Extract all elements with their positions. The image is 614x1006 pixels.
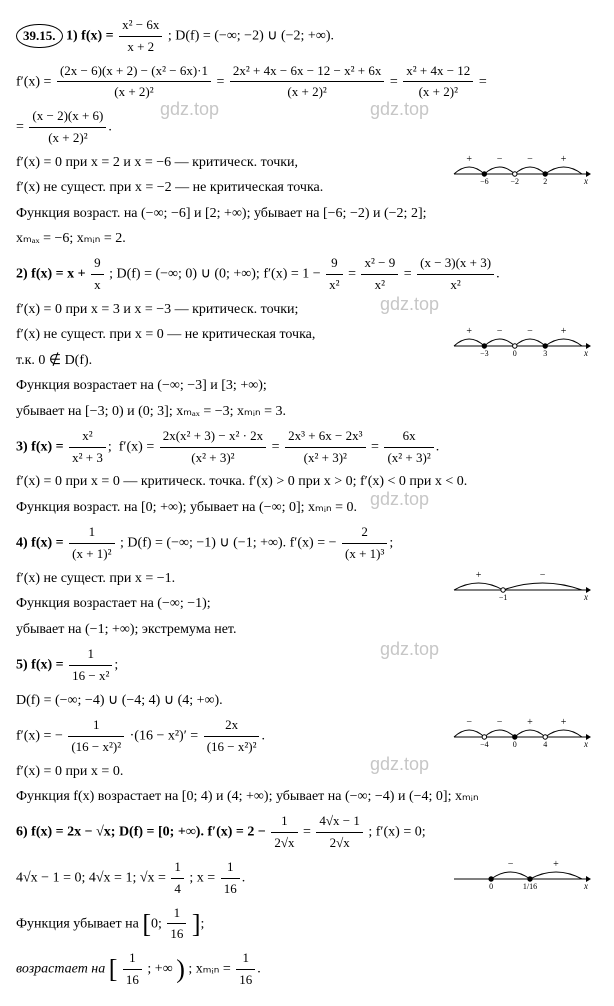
svg-text:+: + bbox=[553, 859, 559, 870]
svg-text:−: − bbox=[540, 570, 546, 581]
p3-crit: f′(x) = 0 при x = 0 — критическ. точка. … bbox=[16, 471, 598, 493]
p1-crit1: f′(x) = 0 при x = 2 и x = −6 — критическ… bbox=[16, 152, 598, 174]
p5-deriv: f′(x) = − 1(16 − x²)² ·(16 − x²)′ = 2x(1… bbox=[16, 715, 598, 758]
svg-text:−: − bbox=[466, 717, 472, 728]
svg-text:−: − bbox=[527, 154, 533, 165]
p2-line1: 2) f(x) = x + 9x ; D(f) = (−∞; 0) ∪ (0; … bbox=[16, 253, 598, 296]
p1-header-line: 39.15. 1) f(x) = x² − 6xx + 2 ; D(f) = (… bbox=[16, 15, 598, 58]
p2-crit1: f′(x) = 0 при x = 3 и x = −3 — критическ… bbox=[16, 299, 598, 321]
problem-number: 39.15. bbox=[16, 24, 63, 49]
p1-label: 1) f(x) = bbox=[66, 29, 114, 44]
p1-mono: Функция возраст. на (−∞; −6] и [2; +∞); … bbox=[16, 203, 598, 225]
p2-mono: Функция возрастает на (−∞; −3] и [3; +∞)… bbox=[16, 375, 598, 397]
svg-text:−: − bbox=[527, 326, 533, 337]
p6-mono1: Функция убывает на [0; 116 ]; bbox=[16, 903, 598, 946]
svg-text:−: − bbox=[497, 154, 503, 165]
p2-note: т.к. 0 ∉ D(f). bbox=[16, 350, 598, 372]
p6-mono2: возрастает на [ 116 ; +∞ ) ; xₘᵢₙ = 116. bbox=[16, 948, 598, 991]
p4-mono2: убывает на (−1; +∞); экстремума нет. bbox=[16, 619, 598, 641]
svg-text:−: − bbox=[508, 859, 514, 870]
p5-domain: D(f) = (−∞; −4) ∪ (−4; 4) ∪ (4; +∞). bbox=[16, 690, 598, 712]
p6-line1: 6) f(x) = 2x − √x; D(f) = [0; +∞). f′(x)… bbox=[16, 811, 598, 854]
p1-derivative-2: = (x − 2)(x + 6)(x + 2)². bbox=[16, 106, 598, 149]
p4-crit: f′(x) не сущест. при x = −1. x+−−1 bbox=[16, 568, 598, 590]
p3-mono: Функция возраст. на [0; +∞); убывает на … bbox=[16, 497, 598, 519]
p5-crit: f′(x) = 0 при x = 0. bbox=[16, 761, 598, 783]
svg-text:x: x bbox=[583, 739, 588, 747]
p6-solve: 4√x − 1 = 0; 4√x = 1; √x = 14 ; x = 116.… bbox=[16, 857, 598, 900]
p4-line1: 4) f(x) = 1(x + 1)² ; D(f) = (−∞; −1) ∪ … bbox=[16, 522, 598, 565]
svg-text:0: 0 bbox=[489, 882, 493, 889]
p4-mono1: Функция возрастает на (−∞; −1); bbox=[16, 593, 598, 615]
svg-text:−4: −4 bbox=[480, 740, 489, 747]
svg-text:−: − bbox=[497, 717, 503, 728]
p1-crit2: f′(x) не сущест. при x = −2 — не критиче… bbox=[16, 177, 598, 199]
p1-fx: x² − 6xx + 2 bbox=[119, 15, 162, 58]
svg-text:+: + bbox=[561, 154, 567, 165]
p1-derivative: f′(x) = (2x − 6)(x + 2) − (x² − 6x)·1(x … bbox=[16, 61, 598, 104]
svg-text:+: + bbox=[527, 717, 533, 728]
svg-text:x: x bbox=[583, 881, 588, 889]
svg-text:+: + bbox=[466, 154, 472, 165]
p5-line1: 5) f(x) = 116 − x²; bbox=[16, 644, 598, 687]
svg-text:+: + bbox=[466, 326, 472, 337]
p2-mono2: убывает на [−3; 0) и (0; 3]; xₘₐₓ = −3; … bbox=[16, 401, 598, 423]
p5-numberline: x − − + + −4 0 4 bbox=[452, 715, 592, 747]
svg-text:−: − bbox=[497, 326, 503, 337]
svg-text:4: 4 bbox=[543, 740, 547, 747]
svg-text:1/16: 1/16 bbox=[523, 882, 537, 889]
p2-crit2: f′(x) не сущест. при x = 0 — не критичес… bbox=[16, 324, 598, 346]
svg-text:+: + bbox=[476, 570, 482, 581]
p1-domain: ; D(f) = (−∞; −2) ∪ (−2; +∞). bbox=[168, 29, 334, 44]
p1-extr: xₘₐₓ = −6; xₘᵢₙ = 2. bbox=[16, 228, 598, 250]
p5-mono: Функция f(x) возрастает на [0; 4) и (4; … bbox=[16, 786, 598, 808]
p3-line1: 3) f(x) = x²x² + 3; f′(x) = 2x(x² + 3) −… bbox=[16, 426, 598, 469]
p6-numberline: x − +0 1/16 bbox=[452, 857, 592, 889]
svg-text:0: 0 bbox=[513, 740, 517, 747]
svg-text:+: + bbox=[561, 326, 567, 337]
svg-text:+: + bbox=[561, 717, 567, 728]
